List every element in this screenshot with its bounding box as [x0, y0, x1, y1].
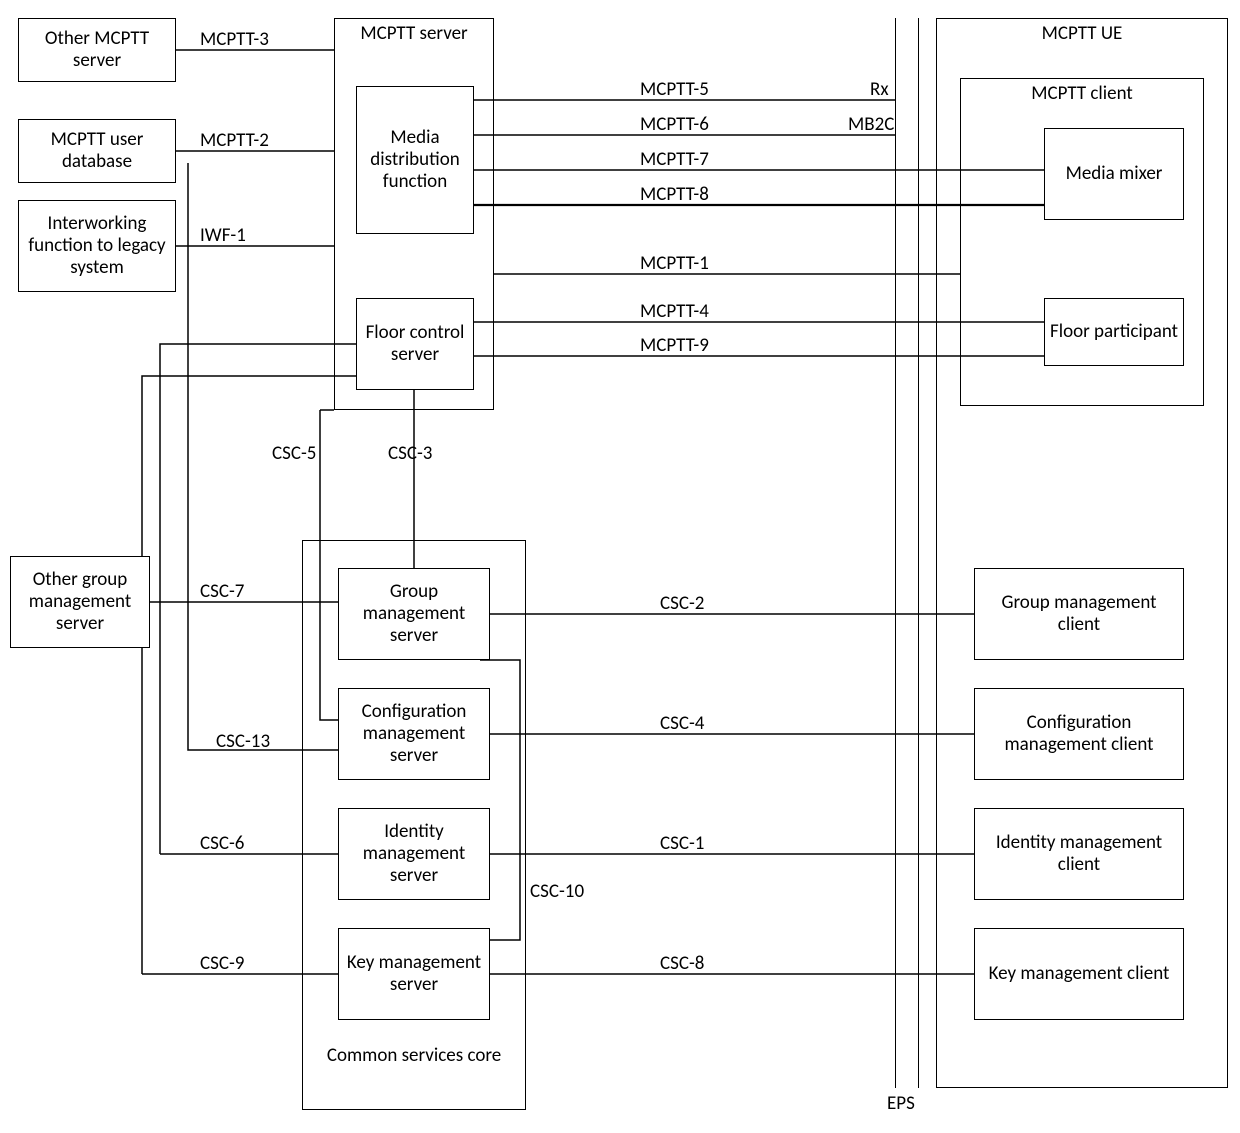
- edge-label-csc8: CSC-8: [660, 952, 704, 975]
- edge-label-csc13_v: CSC-13: [216, 730, 270, 753]
- node-config-mgmt-server: Configuration management server: [338, 688, 490, 780]
- node-floor-control-server: Floor control server: [356, 298, 474, 390]
- node-label: Configuration management server: [343, 701, 485, 767]
- edge-label-mcptt7: MCPTT-7: [640, 148, 709, 171]
- edge-label-iwf1: IWF-1: [200, 224, 246, 247]
- node-group-mgmt-client: Group management client: [974, 568, 1184, 660]
- edge-label-mcptt4: MCPTT-4: [640, 300, 709, 323]
- node-label: Media distribution function: [361, 127, 469, 193]
- edge-label-mcptt6: MCPTT-6: [640, 113, 709, 136]
- edge-label-csc2: CSC-2: [660, 592, 704, 615]
- node-key-mgmt-server: Key management server: [338, 928, 490, 1020]
- edge-label-csc10: CSC-10: [530, 880, 584, 903]
- edge-label-mcptt3: MCPTT-3: [200, 28, 269, 51]
- node-floor-participant: Floor participant: [1044, 298, 1184, 366]
- node-identity-mgmt-client: Identity management client: [974, 808, 1184, 900]
- node-label: Key management client: [989, 963, 1170, 985]
- node-mcptt-user-database: MCPTT user database: [18, 119, 176, 183]
- eps-label: EPS: [887, 1092, 915, 1115]
- edge-label-csc3: CSC-3: [388, 442, 432, 465]
- edge-label-mcptt9: MCPTT-9: [640, 334, 709, 357]
- edge-label-csc1: CSC-1: [660, 832, 704, 855]
- node-media-dist-function: Media distribution function: [356, 86, 474, 234]
- node-label: Other group management server: [15, 569, 145, 635]
- node-interworking-legacy: Interworking function to legacy system: [18, 200, 176, 292]
- edge-label-csc5_v: CSC-5: [272, 442, 316, 465]
- edge-label-csc6: CSC-6: [200, 832, 244, 855]
- edge-label-csc4: CSC-4: [660, 712, 704, 735]
- node-label: Floor participant: [1050, 321, 1178, 343]
- edge-label-mcptt8: MCPTT-8: [640, 183, 709, 206]
- node-label: Interworking function to legacy system: [23, 213, 171, 279]
- node-other-mcptt-server: Other MCPTT server: [18, 18, 176, 82]
- edge-label-csc9: CSC-9: [200, 952, 244, 975]
- eps-bar: [895, 18, 919, 1088]
- edge-rlabel-mcptt5: Rx: [870, 78, 889, 101]
- container-bottom-title: Common services core: [302, 1044, 526, 1067]
- node-label: Configuration management client: [979, 712, 1179, 756]
- node-label: Other MCPTT server: [23, 28, 171, 72]
- edge-rlabel-mcptt6: MB2C: [848, 113, 894, 136]
- node-media-mixer: Media mixer: [1044, 128, 1184, 220]
- node-label: Floor control server: [361, 322, 469, 366]
- node-label: MCPTT user database: [23, 129, 171, 173]
- diagram-canvas: Other MCPTT server MCPTT user database I…: [0, 0, 1240, 1133]
- container-title: MCPTT UE: [937, 23, 1227, 45]
- edge-label-mcptt1: MCPTT-1: [640, 252, 709, 275]
- node-config-mgmt-client: Configuration management client: [974, 688, 1184, 780]
- node-identity-mgmt-server: Identity management server: [338, 808, 490, 900]
- node-group-mgmt-server: Group management server: [338, 568, 490, 660]
- node-label: Key management server: [343, 952, 485, 996]
- edge-label-mcptt2: MCPTT-2: [200, 129, 269, 152]
- container-title: MCPTT server: [335, 23, 493, 45]
- node-label: Media mixer: [1066, 163, 1163, 185]
- node-label: Identity management client: [979, 832, 1179, 876]
- container-title: MCPTT client: [961, 83, 1203, 105]
- edge-label-csc7: CSC-7: [200, 580, 244, 603]
- node-label: Group management server: [343, 581, 485, 647]
- node-label: Group management client: [979, 592, 1179, 636]
- node-other-group-mgmt-server: Other group management server: [10, 556, 150, 648]
- edge-label-mcptt5: MCPTT-5: [640, 78, 709, 101]
- node-label: Identity management server: [343, 821, 485, 887]
- node-key-mgmt-client: Key management client: [974, 928, 1184, 1020]
